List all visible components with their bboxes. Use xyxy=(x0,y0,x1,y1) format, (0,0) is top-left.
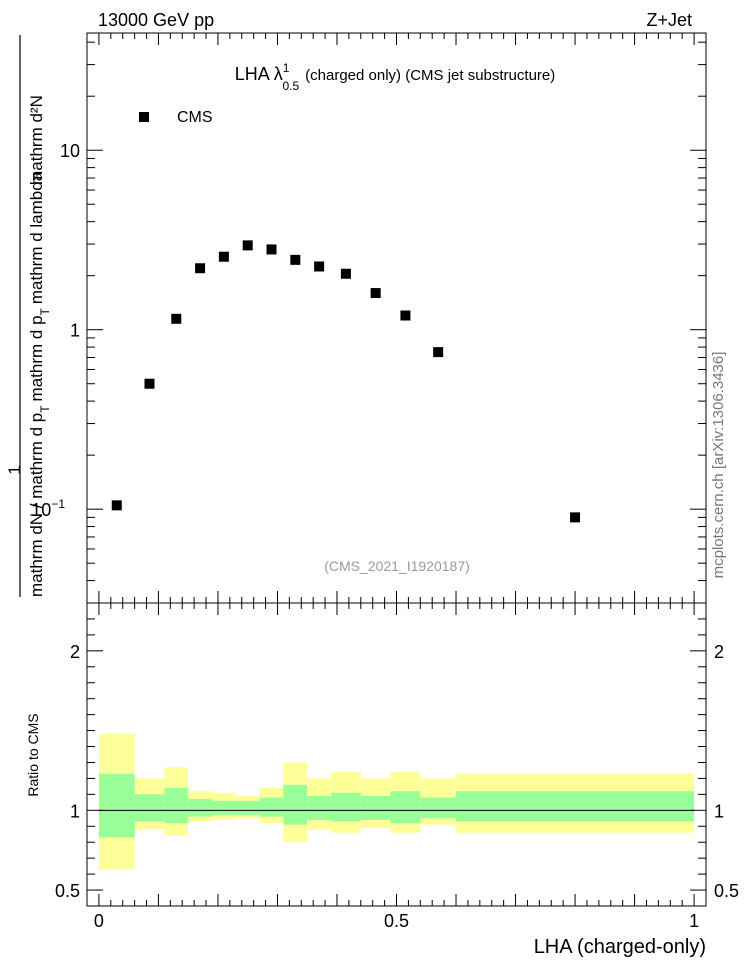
data-point xyxy=(195,263,206,274)
ratio-y-tick-label: 1 xyxy=(70,801,80,821)
data-point xyxy=(370,288,381,299)
main-title: LHA λ1 0.5 (charged only) (CMS jet substru… xyxy=(235,61,556,93)
ratio-band-inner xyxy=(420,797,457,819)
main-title-superscript: 1 xyxy=(283,61,290,75)
ratio-band-inner xyxy=(360,795,391,820)
energy-label: 13000 GeV pp xyxy=(98,10,214,30)
ylabel-denominator-prefix-sub: T xyxy=(38,405,52,413)
main-title-subscript: 0.5 xyxy=(282,79,299,93)
ylabel-denominator-a: mathrm d p xyxy=(27,315,46,401)
ratio-band-inner xyxy=(259,797,284,817)
ylabel-denominator-b: mathrm d lambda xyxy=(27,171,46,304)
ratio-band-inner xyxy=(134,794,165,822)
data-point xyxy=(144,378,155,389)
legend-label: CMS xyxy=(177,109,213,126)
data-point xyxy=(570,512,581,523)
ratio-panel: 0 0.5 1 0.5 0.5 1 1 2 2 xyxy=(55,602,739,931)
x-tick-label: 0 xyxy=(94,911,104,931)
data-point xyxy=(340,268,351,279)
data-point xyxy=(171,313,182,324)
ratio-band-inner xyxy=(307,795,332,820)
ratio-band-inner xyxy=(164,787,189,824)
data-point xyxy=(314,261,325,272)
ratio-plot-frame xyxy=(86,602,707,907)
process-label: Z+Jet xyxy=(646,10,692,30)
data-point xyxy=(433,347,444,358)
data-point xyxy=(111,500,122,511)
ratio-band-inner xyxy=(456,791,695,822)
ratio-band-inner xyxy=(283,784,308,825)
ratio-ylabel: Ratio to CMS xyxy=(25,713,41,796)
x-axis-label: LHA (charged-only) xyxy=(534,936,706,958)
ratio-band-inner xyxy=(390,791,421,824)
ylabel-numerator: mathrm d²N xyxy=(27,95,46,185)
ratio-y-tick-label: 2 xyxy=(70,642,80,662)
ylabel-denominator: mathrm dN / mathrm d pTmathrm d pTmathrm… xyxy=(27,171,52,597)
ratio-y-tick-label-right: 1 xyxy=(714,801,724,821)
data-point xyxy=(242,240,253,251)
ratio-band-inner xyxy=(235,800,260,816)
ratio-y-tick-label: 0.5 xyxy=(55,881,80,901)
data-point xyxy=(218,251,229,262)
ratio-band-inner xyxy=(211,800,236,816)
ylabel-prefix-numerator: 1 xyxy=(5,465,24,474)
data-point xyxy=(266,244,277,255)
ratio-band-inner xyxy=(188,799,212,817)
analysis-id: (CMS_2021_I1920187) xyxy=(324,558,470,574)
ylabel-denominator-a-sub: T xyxy=(38,307,52,315)
watermark: mcplots.cern.ch [arXiv:1306.3436] xyxy=(710,352,727,579)
ratio-y-tick-label-right: 2 xyxy=(714,642,724,662)
main-title-text: LHA λ xyxy=(235,64,283,84)
main-panel: 10−1 1 10 xyxy=(31,32,707,604)
ylabel-denominator-prefix: mathrm dN / mathrm d p xyxy=(27,413,46,597)
y-tick-label: 10 xyxy=(60,141,80,161)
y-tick-label: 10−1 xyxy=(31,497,65,520)
ratio-band-inner xyxy=(98,773,135,838)
x-tick-label: 1 xyxy=(689,911,699,931)
legend-marker xyxy=(139,112,149,122)
x-tick-label: 0.5 xyxy=(384,911,409,931)
main-title-rest: (charged only) (CMS jet substructure) xyxy=(305,67,555,84)
ratio-band-inner xyxy=(331,792,361,822)
data-point xyxy=(400,310,411,321)
y-tick-label: 1 xyxy=(70,321,80,341)
data-point xyxy=(290,254,301,265)
ratio-y-tick-label-right: 0.5 xyxy=(714,881,739,901)
